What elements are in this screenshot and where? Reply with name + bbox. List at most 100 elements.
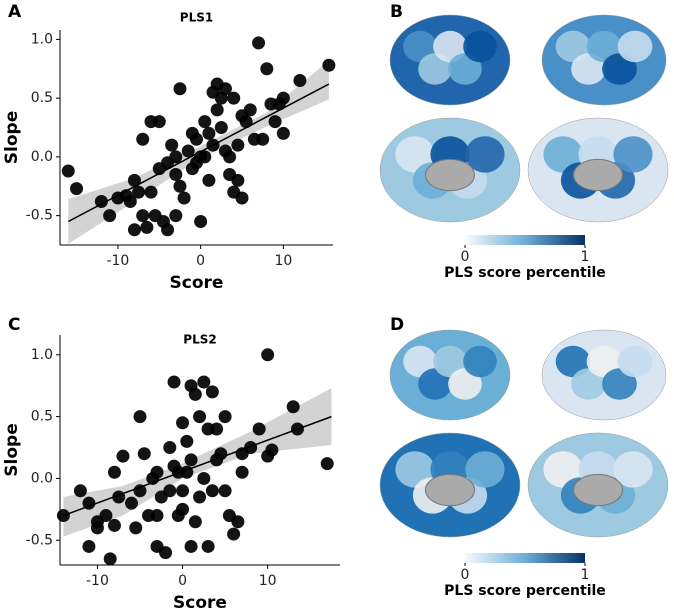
scatter-point: [290, 422, 304, 436]
colorbar-tick-label: 0: [461, 567, 470, 583]
brain-region: [448, 368, 482, 400]
scatter-point: [235, 191, 249, 205]
brain-region: [617, 30, 653, 63]
scatter-point: [202, 126, 216, 140]
scatter-point: [107, 465, 121, 479]
scatter-point: [127, 173, 141, 187]
brain-region: [463, 30, 497, 63]
colorbar-title: PLS score percentile: [444, 583, 606, 599]
scatter-point: [90, 521, 104, 535]
y-tick-label: 0.0: [31, 470, 53, 486]
brain-region: [543, 451, 583, 488]
scatter-point: [231, 173, 245, 187]
scatter-point: [103, 209, 117, 223]
scatter-point: [173, 179, 187, 193]
scatter-point: [82, 539, 96, 553]
scatter-point: [188, 515, 202, 529]
scatter-point: [184, 453, 198, 467]
colorbar: [465, 553, 585, 563]
scatter-point: [197, 471, 211, 485]
scatter-point: [140, 220, 154, 234]
scatter-point: [165, 138, 179, 152]
brain-region: [613, 136, 653, 173]
brain-region: [395, 451, 435, 488]
scatter-point: [231, 138, 245, 152]
brain-region: [586, 345, 622, 378]
y-tick-label: 0.5: [31, 409, 53, 425]
brain-stem: [573, 158, 623, 192]
scatter-point: [150, 465, 164, 479]
scatter-point: [163, 441, 177, 455]
brain-region: [602, 53, 637, 85]
y-tick-label: 0.0: [31, 149, 53, 165]
scatter-point: [161, 223, 175, 237]
fit-line: [63, 415, 332, 517]
x-tick-label: 0: [196, 253, 205, 269]
panel-label: B: [390, 2, 403, 22]
panel-label: C: [8, 315, 20, 335]
scatter-point: [190, 132, 203, 146]
scatter-point: [61, 164, 75, 178]
scatter-point: [193, 490, 207, 504]
scatter-point: [265, 443, 279, 457]
colorbar-tick-label: 1: [581, 567, 590, 583]
scatter-point: [239, 115, 253, 129]
scatter-point: [194, 215, 208, 229]
scatter-point: [205, 484, 219, 498]
scatter-point: [193, 410, 207, 424]
scatter-point: [286, 400, 300, 414]
y-tick-label: -0.5: [26, 532, 53, 548]
scatter-point: [205, 385, 219, 399]
scatter-point: [252, 36, 266, 50]
scatter-point: [197, 375, 211, 389]
scatter-point: [176, 502, 190, 516]
scatter-point: [127, 223, 141, 237]
scatter-point: [103, 552, 117, 566]
scatter-point: [260, 62, 274, 76]
scatter-point: [256, 132, 270, 146]
x-tick-label: 10: [259, 573, 277, 589]
scatter-point: [227, 527, 241, 541]
scatter-point: [276, 91, 290, 105]
brain-region: [418, 368, 452, 400]
brain-region: [395, 136, 435, 173]
scatter-point: [99, 509, 113, 523]
scatter-point: [210, 422, 224, 436]
scatter-point: [167, 375, 181, 389]
scatter-point: [252, 422, 266, 436]
scatter-point: [132, 185, 146, 199]
scatter-point: [133, 410, 147, 424]
scatter-point: [268, 115, 282, 129]
scatter-point: [320, 457, 334, 471]
brain-region: [543, 136, 583, 173]
brain-region: [602, 368, 637, 400]
colorbar-title: PLS score percentile: [444, 265, 606, 281]
x-tick-label: 0: [178, 573, 187, 589]
scatter-point: [231, 515, 245, 529]
brain-stem: [425, 158, 475, 192]
brain-region: [403, 345, 437, 378]
brain-region: [403, 30, 437, 63]
scatter-point: [150, 509, 164, 523]
scatter-point: [206, 138, 220, 152]
y-axis-label: Slope: [2, 111, 22, 164]
brain-images: [379, 14, 669, 223]
scatter-point: [169, 209, 183, 223]
scatter-point: [56, 509, 70, 523]
brain-region: [448, 53, 482, 85]
scatter-point: [116, 449, 130, 463]
scatter-point: [244, 441, 258, 455]
scatter-point: [169, 150, 183, 164]
brain-region: [571, 368, 606, 400]
colorbar: [465, 235, 585, 245]
scatter-point: [133, 484, 147, 498]
brain-region: [555, 345, 591, 378]
scatter-point: [218, 410, 232, 424]
scatter-point: [181, 144, 195, 158]
scatter-point: [129, 521, 143, 535]
scatter-point: [214, 121, 228, 135]
scatter-point: [163, 484, 177, 498]
colorbar-tick-label: 1: [581, 249, 590, 265]
brain-stem: [425, 473, 475, 507]
scatter-point: [198, 115, 212, 129]
